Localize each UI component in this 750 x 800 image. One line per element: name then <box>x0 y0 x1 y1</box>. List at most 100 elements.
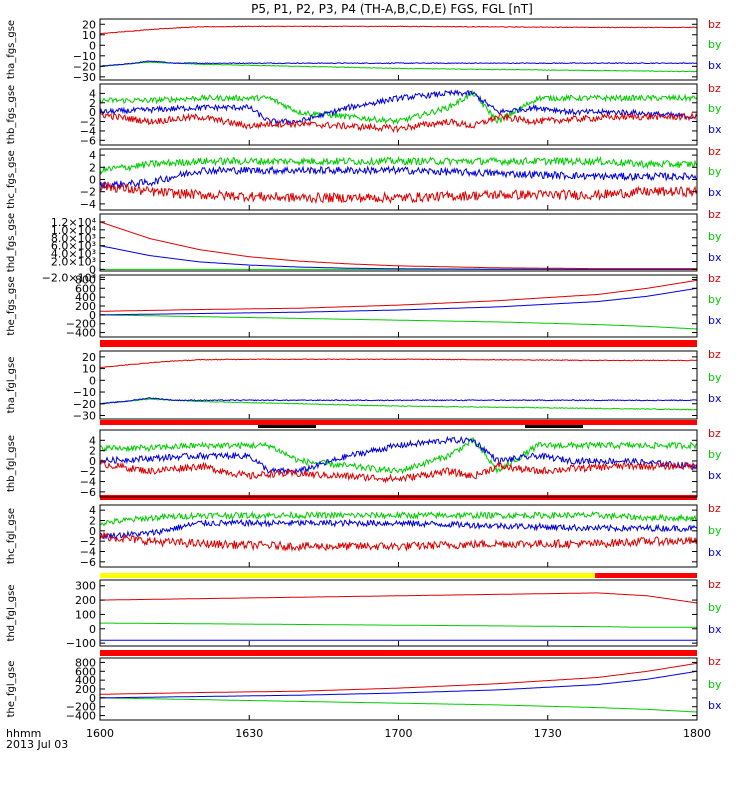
xtick-label-1: 1630 <box>235 727 263 740</box>
ytick-label-7-3: −2 <box>80 465 96 478</box>
ytick-label-9-4: −100 <box>66 637 96 650</box>
ytick-label-5-1: 600 <box>75 282 96 295</box>
legend-bx-2: bx <box>708 123 722 136</box>
ylabel-8: thc_fgl_gse <box>6 508 17 564</box>
series-line-7-by <box>99 437 698 475</box>
xtick-label-0: 1600 <box>86 727 114 740</box>
series-line-6-bx <box>99 397 698 405</box>
ytick-label-8-1: 2 <box>89 515 96 528</box>
status-bar-yellow <box>100 573 596 578</box>
legend-by-8: by <box>708 524 722 537</box>
series-line-9-by <box>99 622 697 628</box>
legend-by-10: by <box>708 678 722 691</box>
legend-bz-4: bz <box>708 208 721 221</box>
ytick-label-7-0: 4 <box>89 434 96 447</box>
ytick-label-3-1: 2 <box>89 161 96 174</box>
status-bar-red-0 <box>100 340 697 347</box>
ytick-label-6-5: −30 <box>73 409 96 422</box>
xtick-label-4: 1800 <box>683 727 711 740</box>
ytick-label-5-2: 400 <box>75 291 96 304</box>
legend-bx-6: bx <box>708 392 722 405</box>
series-line-1-by <box>99 61 698 73</box>
legend-bx-8: bx <box>708 546 722 559</box>
ytick-label-3-4: −4 <box>80 198 96 211</box>
ytick-label-1-0: 20 <box>82 18 96 31</box>
series-line-6-bz <box>100 358 698 369</box>
chart-title: P5, P1, P2, P3, P4 (TH-A,B,C,D,E) FGS, F… <box>251 2 533 16</box>
panel-frame-4 <box>99 213 698 272</box>
series-line-1-bz <box>99 25 698 35</box>
ylabel-9: thd_fgl_gse <box>6 585 17 642</box>
time-axis-date: 2013 Jul 03 <box>6 738 68 751</box>
ytick-label-2-0: 4 <box>89 87 96 100</box>
ytick-label-6-2: 0 <box>89 374 96 387</box>
legend-bz-3: bz <box>708 145 721 158</box>
ytick-label-5-3: 200 <box>75 300 96 313</box>
series-line-5-bz <box>100 279 698 312</box>
legend-by-6: by <box>708 371 722 384</box>
ytick-label-8-3: −2 <box>80 535 96 548</box>
ytick-label-2-1: 2 <box>89 97 96 110</box>
ytick-label-7-4: −4 <box>80 476 96 489</box>
ytick-label-2-2: 0 <box>89 106 96 119</box>
ytick-label-10-0: 800 <box>75 656 96 669</box>
ytick-label-7-5: −6 <box>80 486 96 499</box>
ytick-label-4-2: 8.0×10³ <box>51 232 96 245</box>
legend-bz-6: bz <box>708 348 721 361</box>
ylabel-3: thc_fgs_gse <box>6 150 17 209</box>
ytick-label-5-6: −400 <box>66 327 96 340</box>
legend-bz-2: bz <box>708 82 721 95</box>
legend-by-2: by <box>708 102 722 115</box>
series-line-2-bx <box>99 89 698 126</box>
ytick-label-1-1: 10 <box>82 29 96 42</box>
status-bar-red-3 <box>100 650 697 656</box>
ytick-label-4-5: 2.0×10³ <box>51 256 96 269</box>
legend-bx-1: bx <box>708 59 722 72</box>
series-line-9-bz <box>100 592 698 604</box>
panel-frame-10 <box>99 657 698 721</box>
panel-frame-5 <box>99 274 698 338</box>
ytick-label-4-6: 0 <box>89 263 96 276</box>
legend-bx-3: bx <box>708 186 722 199</box>
ytick-label-9-0: 300 <box>75 580 96 593</box>
xtick-label-3: 1730 <box>534 727 562 740</box>
ytick-label-8-5: −6 <box>80 556 96 569</box>
ytick-label-4-3: 6.0×10³ <box>51 240 96 253</box>
ytick-label-2-5: −6 <box>80 134 96 147</box>
ytick-label-7-2: 0 <box>89 455 96 468</box>
series-line-7-bz <box>99 459 698 484</box>
ytick-label-5-0: 800 <box>75 273 96 286</box>
series-line-10-by <box>100 697 697 713</box>
ytick-label-4-0: 1.2×10⁴ <box>51 216 97 229</box>
legend-by-5: by <box>708 293 722 306</box>
ylabel-10: the_fgl_gse <box>6 661 17 718</box>
ytick-label-10-4: 0 <box>89 692 96 705</box>
panel-frame-9 <box>99 579 698 647</box>
ytick-label-8-2: 0 <box>89 525 96 538</box>
legend-by-7: by <box>708 448 722 461</box>
mode-mark-1 <box>525 425 583 428</box>
ytick-label-3-3: −2 <box>80 186 96 199</box>
ylabel-5: the_fgs_gse <box>6 276 17 335</box>
ytick-label-1-4: −20 <box>73 60 96 73</box>
ytick-label-10-6: −400 <box>66 710 96 723</box>
ytick-label-9-2: 100 <box>75 608 96 621</box>
ytick-label-9-1: 200 <box>75 594 96 607</box>
ytick-label-1-2: 0 <box>89 39 96 52</box>
ytick-label-10-5: −200 <box>66 701 96 714</box>
ytick-label-2-4: −4 <box>80 125 96 138</box>
series-line-10-bz <box>100 662 698 695</box>
ylabel-1: tha_fgs_gse <box>6 20 17 79</box>
ytick-label-10-2: 400 <box>75 674 96 687</box>
series-line-5-bx <box>99 287 698 316</box>
series-line-8-by <box>99 510 698 527</box>
series-line-10-bx <box>99 670 698 699</box>
series-line-8-bz <box>99 531 698 553</box>
legend-bx-5: bx <box>708 314 722 327</box>
legend-bx-10: bx <box>708 699 722 712</box>
legend-bx-9: bx <box>708 623 722 636</box>
ytick-label-3-2: 0 <box>89 174 96 187</box>
series-line-8-bx <box>99 518 698 541</box>
legend-bx-7: bx <box>708 469 722 482</box>
